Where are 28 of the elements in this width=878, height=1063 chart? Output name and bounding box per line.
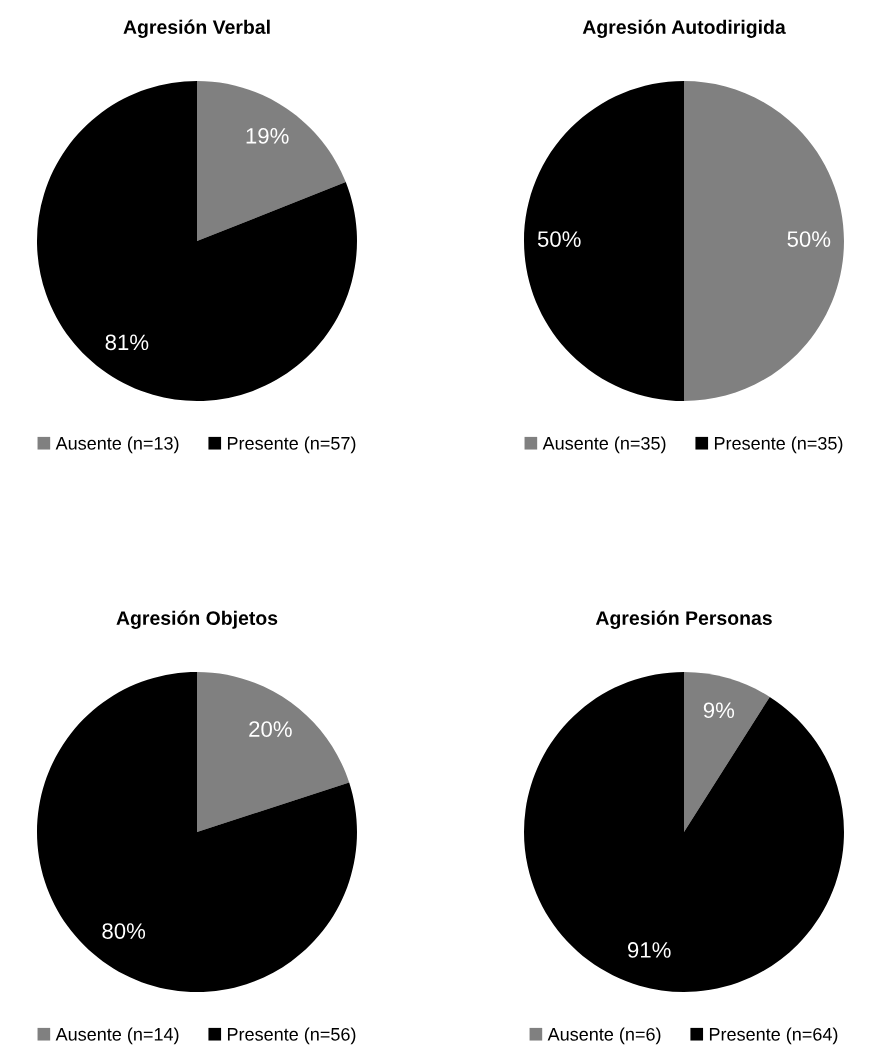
legend-label: Ausente (n=14) [55,1027,179,1045]
chart-title: Agresión Verbal [123,19,270,38]
legend-label: Ausente (n=6) [547,1027,661,1045]
chart-title: Agresión Autodirigida [582,19,786,38]
pie-slice [684,81,844,401]
data-label: 20% [249,721,292,737]
pie-slice [197,81,346,241]
pie-slice [37,672,357,992]
data-label: 91% [627,942,671,958]
legend-label: Presente (n=56) [227,1027,356,1045]
data-label: 50% [537,231,581,247]
data-label: 80% [102,923,146,939]
pie-slice [197,672,350,832]
legend-label: Ausente (n=13) [55,436,179,454]
legend-label: Presente (n=35) [714,436,843,454]
legend-label: Ausente (n=35) [542,436,666,454]
data-label: 81% [105,334,149,351]
data-label: 19% [246,128,289,144]
pie-slice [37,81,357,401]
pie-slice [524,672,844,992]
legend-label: Presente (n=57) [227,436,356,454]
legend-label: Presente (n=64) [709,1027,838,1045]
data-label: 9% [703,702,735,719]
data-label: 50% [787,231,831,247]
chart-title: Agresión Personas [595,610,772,629]
pie-slice [684,672,770,832]
chart-title: Agresión Objetos [116,610,278,629]
pie-slice [524,81,684,401]
